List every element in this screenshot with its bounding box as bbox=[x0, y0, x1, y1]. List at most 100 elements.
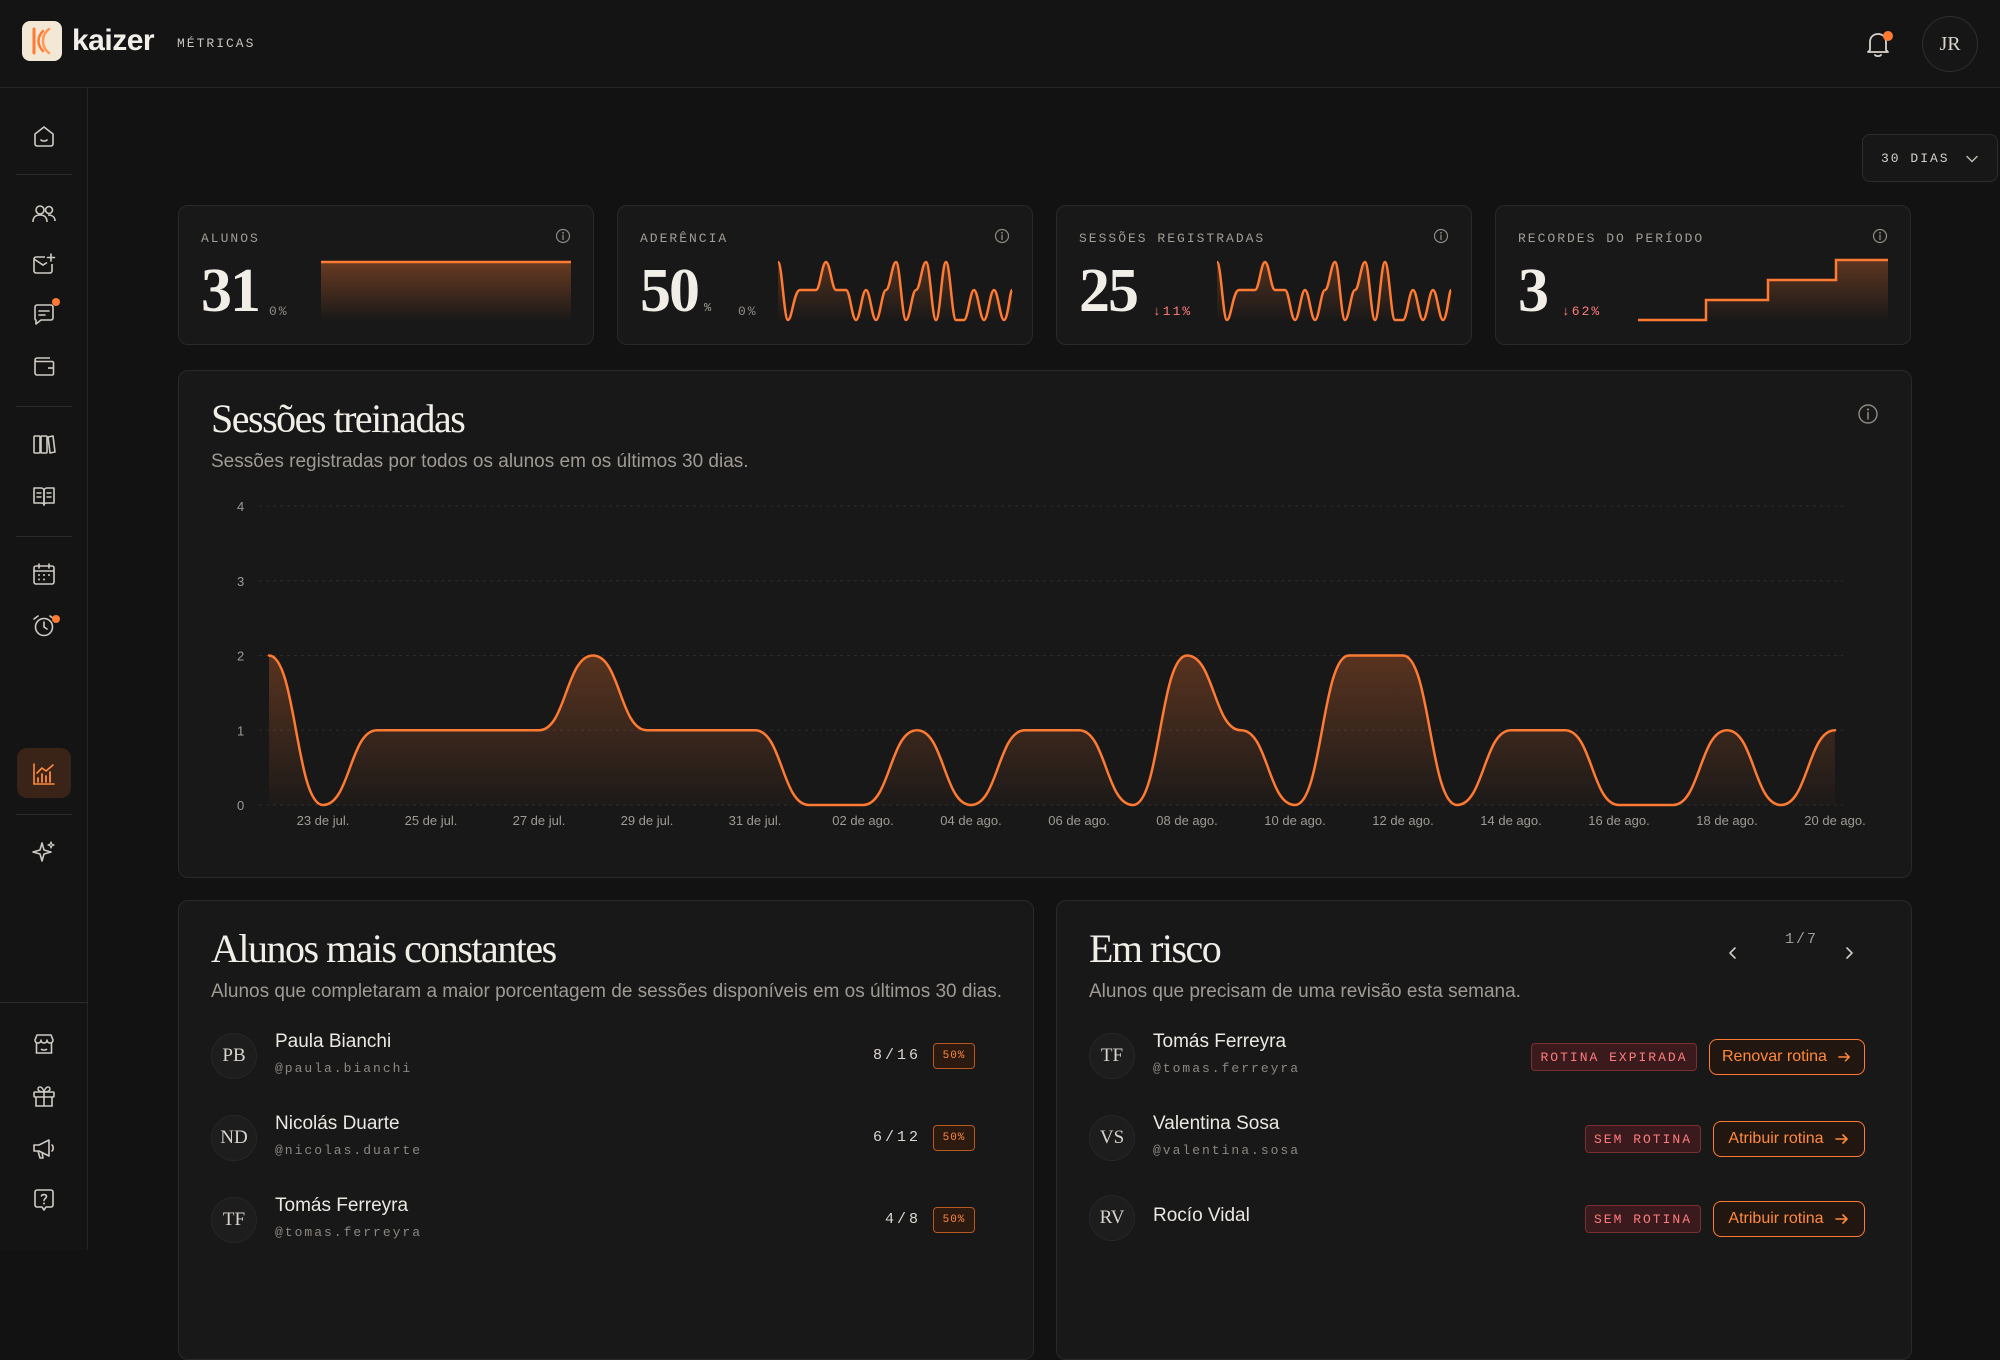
list-item[interactable]: ND Nicolás Duarte @nicolas.duarte 6/12 5… bbox=[211, 1113, 1001, 1183]
sparkles-icon[interactable] bbox=[26, 834, 62, 870]
avatar: TF bbox=[1089, 1033, 1135, 1079]
store-icon[interactable] bbox=[26, 1026, 62, 1062]
student-handle: @tomas.ferreyra bbox=[275, 1225, 423, 1240]
chart-point[interactable] bbox=[1238, 727, 1244, 733]
chart-point[interactable] bbox=[1184, 653, 1190, 659]
session-count: 4/8 bbox=[884, 1211, 921, 1228]
calendar-icon[interactable] bbox=[26, 556, 62, 592]
user-avatar[interactable]: JR bbox=[1922, 16, 1978, 72]
chart-point[interactable] bbox=[752, 727, 758, 733]
chevron-left-icon[interactable] bbox=[1725, 945, 1741, 961]
chevron-right-icon[interactable] bbox=[1841, 945, 1857, 961]
chart-point[interactable] bbox=[644, 727, 650, 733]
chart-point[interactable] bbox=[374, 727, 380, 733]
chart-point[interactable] bbox=[1508, 727, 1514, 733]
info-icon[interactable] bbox=[994, 228, 1010, 244]
users-icon[interactable] bbox=[26, 196, 62, 232]
x-tick-label: 20 de ago. bbox=[1804, 813, 1865, 828]
bell-icon[interactable] bbox=[1862, 28, 1894, 60]
avatar: PB bbox=[211, 1033, 257, 1079]
constant-title: Alunos mais constantes bbox=[211, 926, 557, 971]
chart-point[interactable] bbox=[1454, 802, 1460, 808]
megaphone-icon[interactable] bbox=[26, 1130, 62, 1166]
chart-point[interactable] bbox=[1292, 802, 1298, 808]
chart-point[interactable] bbox=[860, 802, 866, 808]
risk-subtitle: Alunos que precisam de uma revisão esta … bbox=[1089, 981, 1521, 1002]
kpi-delta: ↓11% bbox=[1153, 304, 1193, 319]
student-name: Tomás Ferreyra bbox=[275, 1195, 409, 1216]
chart-point[interactable] bbox=[590, 653, 596, 659]
renew-routine-button[interactable]: Renovar rotina bbox=[1709, 1039, 1865, 1075]
x-tick-label: 04 de ago. bbox=[940, 813, 1001, 828]
chart-point[interactable] bbox=[1724, 727, 1730, 733]
chart-series-line bbox=[267, 654, 1837, 807]
alarm-icon[interactable] bbox=[26, 608, 62, 644]
sessions-chart-card: Sessões treinadas Sessões registradas po… bbox=[178, 370, 1912, 878]
list-item[interactable]: TF Tomás Ferreyra @tomas.ferreyra ROTINA… bbox=[1089, 1031, 1879, 1101]
info-icon[interactable] bbox=[1433, 228, 1449, 244]
assign-routine-button[interactable]: Atribuir rotina bbox=[1713, 1201, 1865, 1237]
chart-point[interactable] bbox=[536, 727, 542, 733]
list-item[interactable]: VS Valentina Sosa @valentina.sosa SEM RO… bbox=[1089, 1113, 1879, 1183]
student-name: Nicolás Duarte bbox=[275, 1113, 400, 1134]
kpi-label: ADERÊNCIA bbox=[640, 231, 729, 246]
sessions-title: Sessões treinadas bbox=[211, 396, 466, 441]
chart-point[interactable] bbox=[428, 727, 434, 733]
sessions-subtitle: Sessões registradas por todos os alunos … bbox=[211, 451, 749, 472]
info-icon[interactable] bbox=[1857, 403, 1879, 425]
avatar: RV bbox=[1089, 1195, 1135, 1241]
y-tick-label: 2 bbox=[237, 649, 244, 664]
x-tick-label: 29 de jul. bbox=[621, 813, 674, 828]
list-item[interactable]: RV Rocío Vidal SEM ROTINA Atribuir rotin… bbox=[1089, 1193, 1879, 1263]
chart-point[interactable] bbox=[1616, 802, 1622, 808]
chart-point[interactable] bbox=[1670, 802, 1676, 808]
chart-point[interactable] bbox=[806, 802, 812, 808]
x-tick-label: 23 de jul. bbox=[297, 813, 350, 828]
chart-point[interactable] bbox=[1022, 727, 1028, 733]
chart-icon[interactable] bbox=[26, 756, 62, 792]
gift-icon[interactable] bbox=[26, 1078, 62, 1114]
chart-point[interactable] bbox=[482, 727, 488, 733]
sidebar bbox=[0, 88, 88, 1250]
chart-point[interactable] bbox=[320, 802, 326, 808]
chart-point[interactable] bbox=[698, 727, 704, 733]
chart-point[interactable] bbox=[1778, 802, 1784, 808]
home-icon[interactable] bbox=[26, 118, 62, 154]
x-tick-label: 14 de ago. bbox=[1480, 813, 1541, 828]
library-icon[interactable] bbox=[26, 426, 62, 462]
assign-routine-button[interactable]: Atribuir rotina bbox=[1713, 1121, 1865, 1157]
chart-point[interactable] bbox=[1076, 727, 1082, 733]
x-tick-label: 18 de ago. bbox=[1696, 813, 1757, 828]
chart-point[interactable] bbox=[1130, 802, 1136, 808]
x-tick-label: 08 de ago. bbox=[1156, 813, 1217, 828]
student-handle: @paula.bianchi bbox=[275, 1061, 413, 1076]
kpi-value: 50% bbox=[640, 257, 713, 325]
kpi-sparkline bbox=[1217, 260, 1453, 322]
chart-point[interactable] bbox=[1562, 727, 1568, 733]
chart-point[interactable] bbox=[1400, 653, 1406, 659]
arrow-right-icon bbox=[1834, 1214, 1848, 1224]
book-icon[interactable] bbox=[26, 478, 62, 514]
info-icon[interactable] bbox=[1872, 228, 1888, 244]
status-badge: SEM ROTINA bbox=[1585, 1125, 1701, 1153]
help-icon[interactable] bbox=[26, 1182, 62, 1218]
list-item[interactable]: PB Paula Bianchi @paula.bianchi 8/16 50% bbox=[211, 1031, 1001, 1101]
range-selector[interactable]: 30 DIAS bbox=[1862, 134, 1998, 182]
chart-point[interactable] bbox=[1832, 727, 1838, 733]
info-icon[interactable] bbox=[555, 228, 571, 244]
kaizer-logo-icon[interactable] bbox=[22, 21, 62, 61]
chart-point[interactable] bbox=[914, 727, 920, 733]
mail-plus-icon[interactable] bbox=[26, 246, 62, 282]
list-item[interactable]: TF Tomás Ferreyra @tomas.ferreyra 4/8 50… bbox=[211, 1195, 1001, 1265]
wallet-icon[interactable] bbox=[26, 348, 62, 384]
notification-dot bbox=[1883, 31, 1893, 41]
chart-point[interactable] bbox=[266, 653, 272, 659]
chart-point[interactable] bbox=[968, 802, 974, 808]
chat-icon[interactable] bbox=[26, 296, 62, 332]
main-content: 30 DIAS ALUNOS 31 0% ADERÊNCIA 50% 0% SE… bbox=[88, 88, 2000, 1360]
avatar: VS bbox=[1089, 1115, 1135, 1161]
kpi-label: RECORDES DO PERÍODO bbox=[1518, 231, 1705, 246]
chart-point[interactable] bbox=[1346, 653, 1352, 659]
range-selector-label: 30 DIAS bbox=[1881, 150, 1950, 166]
kpi-label: SESSÕES REGISTRADAS bbox=[1079, 231, 1266, 246]
